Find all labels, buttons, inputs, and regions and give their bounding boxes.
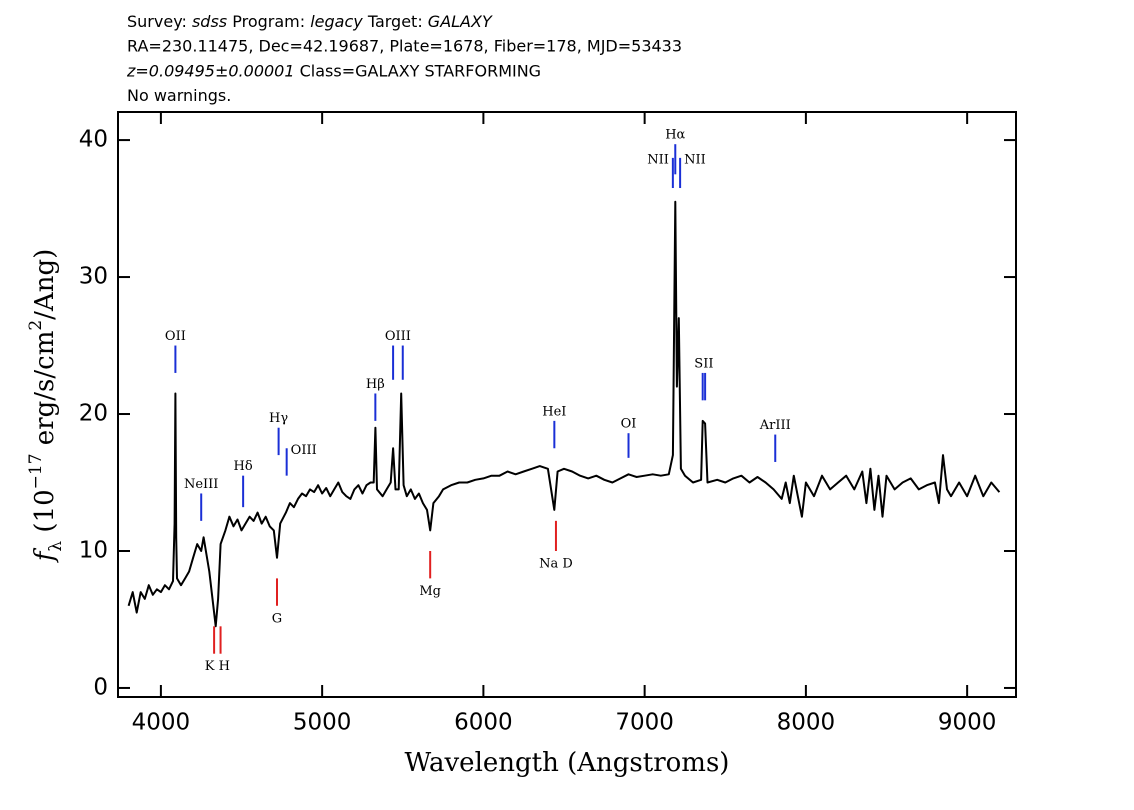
header-text: z=0.09495±0.00001	[126, 61, 295, 80]
x-tick-label: 9000	[938, 710, 997, 736]
line-label: NII	[684, 152, 706, 167]
y-tick-label: 10	[79, 537, 108, 563]
y-tick-label: 0	[93, 674, 108, 700]
x-tick-label: 6000	[454, 710, 513, 736]
line-label: G	[272, 611, 282, 626]
x-tick-label: 4000	[132, 710, 191, 736]
header-text: sdss	[192, 12, 227, 31]
header-text: GALAXY	[428, 12, 493, 31]
line-label: NeIII	[184, 477, 218, 492]
line-label: ArIII	[759, 418, 791, 433]
header-text: Class=GALAXY STARFORMING	[295, 61, 542, 80]
header-line: Survey: sdss Program: legacy Target: GAL…	[127, 12, 493, 31]
line-label: Hα	[665, 128, 685, 143]
header-line: RA=230.11475, Dec=42.19687, Plate=1678, …	[127, 36, 682, 55]
line-label: OIII	[291, 443, 317, 458]
line-label: K H	[205, 659, 230, 674]
header-text: legacy	[310, 12, 363, 31]
line-label: Hδ	[234, 459, 253, 474]
header-text: Survey:	[127, 12, 192, 31]
header-text: No warnings.	[127, 86, 231, 105]
y-axis-title-part: erg/s/cm	[30, 331, 60, 454]
plot-frame	[117, 111, 1017, 698]
line-label: OIII	[385, 329, 411, 344]
header-text: RA=230.11475, Dec=42.19687, Plate=1678, …	[127, 36, 682, 55]
line-label: OII	[165, 329, 186, 344]
y-axis-title-part: 2	[26, 320, 46, 331]
line-label: OI	[621, 417, 637, 432]
line-label: SII	[694, 356, 713, 371]
line-label: Na D	[539, 556, 573, 571]
y-axis-title-part: −17	[26, 453, 46, 489]
spectrum-line	[127, 200, 1001, 628]
x-tick-label: 8000	[777, 710, 836, 736]
y-tick-label: 40	[79, 127, 108, 153]
y-axis-title-part: λ	[46, 541, 66, 552]
x-axis-title: Wavelength (Angstroms)	[405, 748, 730, 778]
line-label: Mg	[419, 584, 441, 599]
x-tick-label: 5000	[293, 710, 352, 736]
y-axis-title-part: (10	[30, 489, 60, 541]
header-text: Program:	[227, 12, 310, 31]
y-tick-label: 20	[79, 401, 108, 427]
header-text: Target:	[363, 12, 428, 31]
line-label: Hβ	[366, 377, 385, 392]
line-label: NII	[647, 152, 669, 167]
y-axis-title: fλ (10−17 erg/s/cm2/Ang)	[26, 249, 66, 564]
header-line: z=0.09495±0.00001 Class=GALAXY STARFORMI…	[126, 61, 541, 80]
line-label: Hγ	[269, 411, 288, 426]
line-label: HeI	[542, 404, 566, 419]
header-line: No warnings.	[127, 86, 231, 105]
x-tick-label: 7000	[615, 710, 674, 736]
y-tick-label: 30	[79, 264, 108, 290]
y-axis-title-part: /Ang)	[30, 249, 60, 320]
